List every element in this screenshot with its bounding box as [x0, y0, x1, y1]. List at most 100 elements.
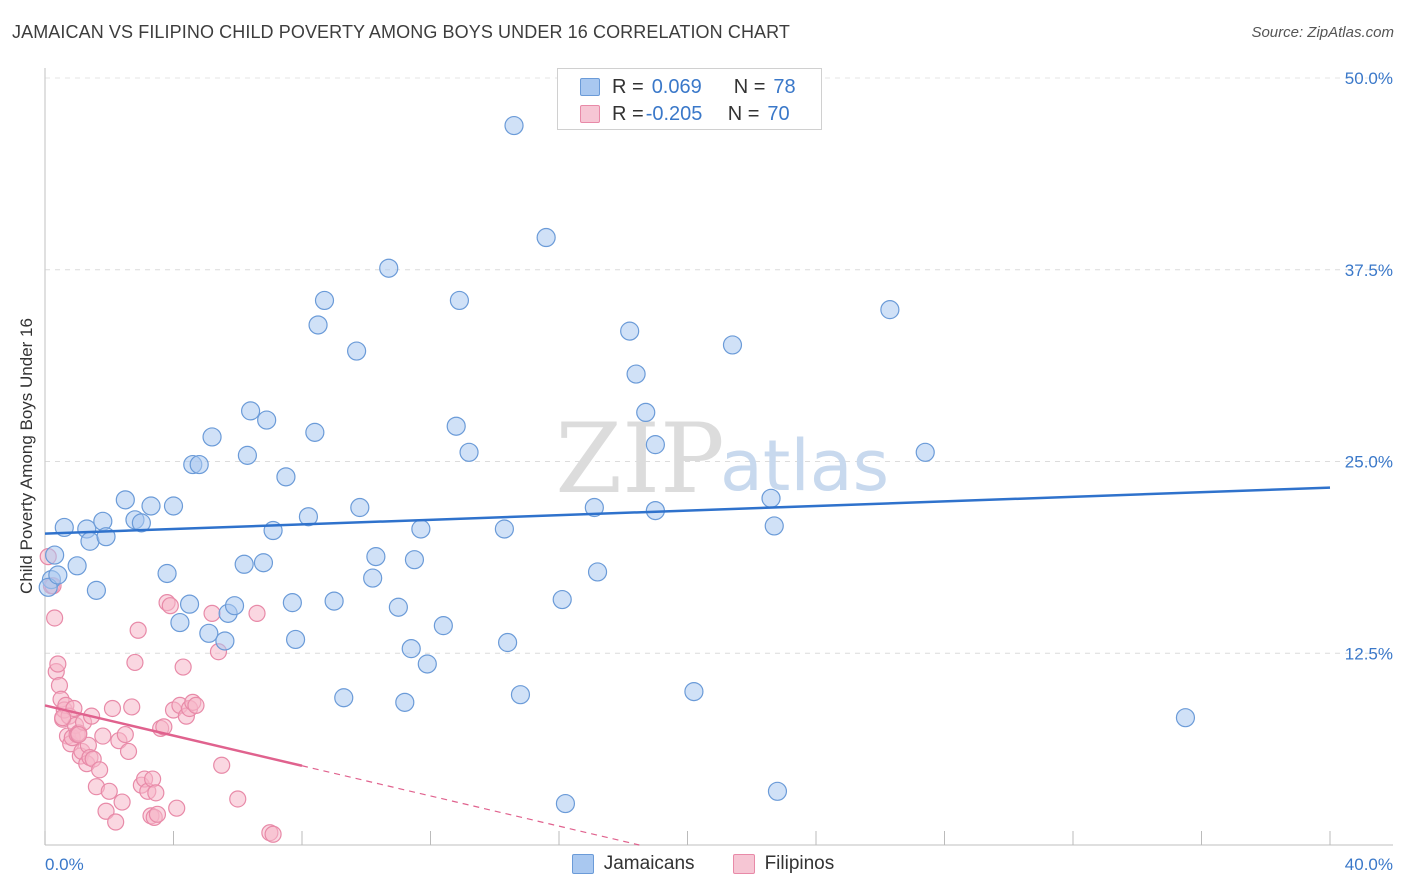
jamaicans-point: [48, 565, 68, 585]
jamaicans-point: [215, 631, 235, 651]
legend-label-jamaicans: Jamaicans: [603, 853, 695, 874]
jamaicans-point: [764, 516, 784, 536]
jamaicans-point: [449, 290, 470, 311]
jamaicans-point: [411, 519, 431, 539]
jamaicans-point: [350, 497, 370, 518]
jamaicans-point: [645, 435, 665, 455]
jamaicans-point: [86, 580, 107, 600]
jamaicans-point: [510, 685, 531, 705]
filipinos-point: [107, 813, 125, 831]
filipinos-point: [46, 609, 64, 627]
legend-label-filipinos: Filipinos: [764, 853, 835, 874]
jamaicans-point: [285, 629, 306, 650]
y-tick-label: 25.0%: [1345, 453, 1393, 472]
legend-n-value-jamaicans: 78: [773, 75, 796, 98]
jamaicans-point: [202, 427, 222, 447]
jamaicans-point: [45, 545, 65, 565]
legend-item-jamaicans[interactable]: Jamaicans: [571, 853, 695, 875]
chart-title: JAMAICAN VS FILIPINO CHILD POVERTY AMONG…: [12, 22, 791, 42]
filipinos-point: [147, 784, 165, 802]
legend-swatch-filipinos: [732, 854, 755, 874]
legend-n-label: N =: [727, 102, 760, 125]
jamaicans-point: [498, 632, 518, 653]
legend-swatch-blue: [580, 78, 600, 96]
y-tick-labels: 12.5% 25.0% 37.5% 50.0%: [1345, 69, 1393, 663]
jamaicans-point: [253, 553, 274, 573]
filipinos-point: [113, 793, 131, 811]
jamaicans-point: [363, 568, 383, 588]
jamaicans-point: [257, 410, 277, 430]
filipinos-point: [49, 655, 67, 673]
jamaicans-point: [636, 402, 656, 423]
jamaicans-point: [587, 562, 608, 582]
jamaicans-point: [298, 507, 319, 527]
jamaicans-point: [314, 290, 335, 311]
x-tick-label-min: 0.0%: [45, 855, 84, 874]
jamaicans-point: [417, 654, 437, 674]
source-label: Source: ZipAtlas.com: [1251, 24, 1394, 41]
jamaicans-point: [157, 563, 177, 584]
legend-r-label: R =: [612, 75, 644, 98]
filipinos-point: [161, 597, 179, 615]
jamaicans-point: [305, 422, 325, 442]
jamaicans-point: [446, 416, 466, 436]
jamaicans-point: [404, 550, 425, 570]
jamaicans-point: [684, 681, 704, 702]
jamaicans-point: [179, 594, 200, 614]
jamaicans-point: [170, 612, 190, 633]
filipinos-point: [129, 621, 147, 639]
legend-row-jamaicans: R = 0.069 N = 78: [580, 75, 814, 99]
legend-r-label: R =: [612, 102, 644, 125]
legend-r-value-jamaicans: 0.069: [651, 75, 702, 98]
filipinos-point: [264, 825, 282, 843]
legend-n-label: N =: [733, 75, 766, 98]
jamaicans-point: [224, 596, 245, 616]
jamaicans-point: [80, 531, 100, 551]
jamaicans-point: [536, 227, 556, 248]
watermark-atlas: atlas: [720, 425, 889, 507]
filipinos-point: [213, 756, 231, 774]
trend-lines: [44, 486, 1331, 846]
filipinos-point: [103, 699, 122, 718]
jamaicans-point: [767, 781, 788, 801]
legend-swatch-pink: [580, 105, 600, 123]
jamaicans-point: [880, 300, 900, 320]
filipinos-point: [97, 802, 115, 820]
series-legend: Jamaicans Filipinos: [0, 852, 1406, 876]
filipinos-point: [91, 761, 109, 779]
jamaicans-point: [722, 335, 743, 355]
filipinos-points: [39, 548, 282, 843]
filipinos-point: [155, 718, 173, 736]
filipinos-point: [148, 805, 167, 823]
legend-r-value-filipinos: -0.205: [645, 102, 703, 125]
x-tick-labels: 0.0% 40.0%: [45, 855, 1393, 874]
filipinos-point: [229, 790, 247, 808]
filipinos-point: [119, 742, 138, 761]
jamaicans-point: [282, 593, 302, 613]
jamaicans-point: [334, 688, 354, 708]
jamaicans-point: [626, 364, 646, 384]
jamaicans-point: [241, 401, 261, 421]
x-tick-label-max: 40.0%: [1345, 855, 1393, 874]
jamaicans-point: [388, 597, 408, 617]
legend-item-filipinos[interactable]: Filipinos: [732, 853, 835, 875]
jamaicans-point: [620, 321, 640, 341]
y-tick-label: 12.5%: [1345, 644, 1393, 663]
jamaicans-point: [347, 341, 367, 361]
jamaicans-point: [67, 556, 87, 576]
legend-swatch-jamaicans: [571, 854, 594, 874]
filipinos-point: [116, 725, 134, 744]
filipinos-point: [70, 725, 88, 744]
jamaicans-point: [584, 497, 604, 518]
jamaicans-point: [189, 454, 209, 475]
filipinos-trend-extension: [301, 765, 640, 846]
y-tick-label: 37.5%: [1345, 261, 1393, 280]
jamaicans-point: [141, 496, 161, 516]
jamaicans-points: [38, 115, 1196, 814]
filipinos-point: [174, 658, 192, 676]
filipinos-point: [248, 604, 266, 622]
filipinos-point: [123, 698, 141, 716]
jamaicans-point: [504, 115, 524, 136]
legend-row-filipinos: R = -0.205 N = 70: [580, 102, 808, 126]
